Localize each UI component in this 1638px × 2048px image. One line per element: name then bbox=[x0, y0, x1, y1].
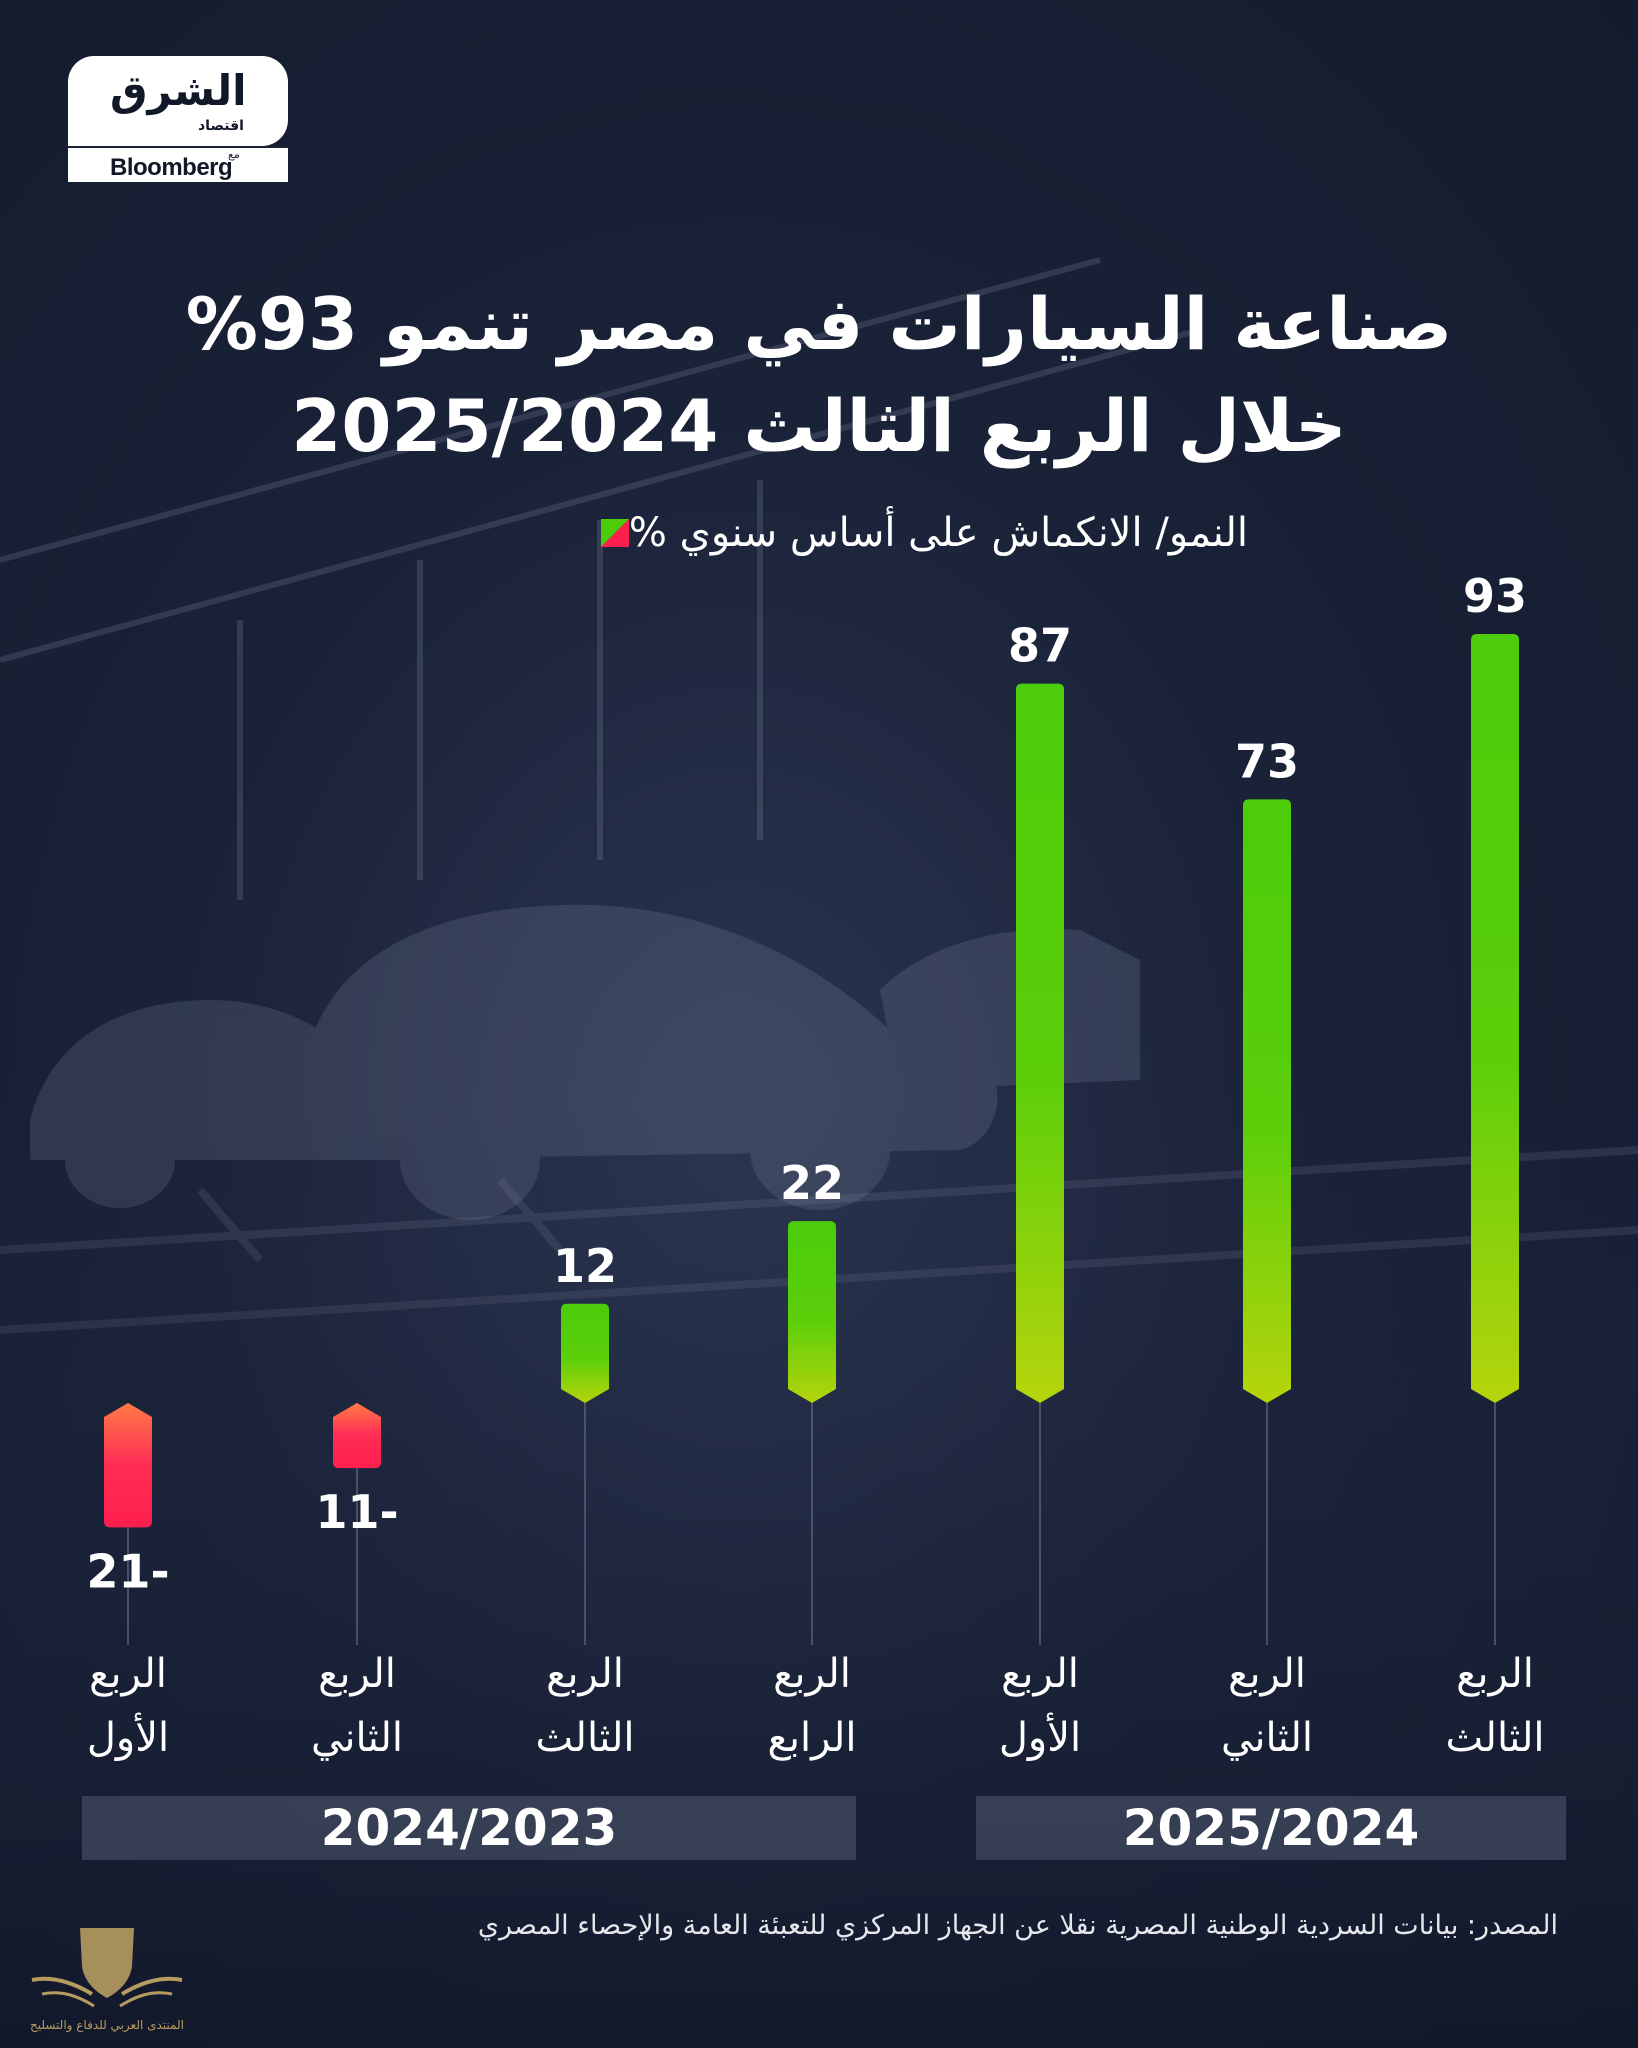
category-label-line2: الأول bbox=[998, 1715, 1082, 1761]
value-label: 22 bbox=[780, 1156, 844, 1210]
legend-label: النمو/ الانكماش على أساس سنوي % bbox=[628, 510, 1248, 556]
legend-swatch-icon bbox=[600, 519, 629, 547]
bar-7 bbox=[1471, 634, 1519, 1403]
year-band-2023-2024: 2024/2023 bbox=[82, 1796, 856, 1860]
bar-1 bbox=[104, 1403, 152, 1528]
category-label: الربع الثالث bbox=[1395, 1642, 1595, 1770]
category-label: الربع الثاني bbox=[1167, 1642, 1367, 1770]
shield-icon bbox=[31, 1928, 183, 2008]
bar-3 bbox=[561, 1303, 609, 1403]
alsharq-bloomberg-logo: الشرق اقتصاد مع Bloomberg bbox=[68, 56, 290, 182]
bar-4 bbox=[788, 1221, 836, 1403]
value-label: 12 bbox=[553, 1239, 617, 1293]
year-band-label: 2025/2024 bbox=[1122, 1799, 1420, 1857]
value-label: 73 bbox=[1235, 734, 1299, 788]
legend: النمو/ الانكماش على أساس سنوي % bbox=[587, 508, 1248, 558]
category-label-line2: الثاني bbox=[1220, 1715, 1314, 1761]
logo-bottom-box bbox=[68, 146, 288, 182]
year-band-2024-2025: 2025/2024 bbox=[976, 1796, 1566, 1860]
category-label: الربع الثاني bbox=[257, 1642, 457, 1770]
value-label: 11- bbox=[315, 1485, 398, 1539]
year-band-label: 2024/2023 bbox=[320, 1799, 618, 1857]
logo-partner-text: Bloomberg bbox=[110, 154, 233, 181]
watermark-logo: المنتدى العربي للدفاع والتسليح bbox=[22, 1920, 192, 2040]
source-note: المصدر: بيانات السردية الوطنية المصرية ن… bbox=[477, 1910, 1558, 1941]
watermark-text: المنتدى العربي للدفاع والتسليح bbox=[30, 2018, 184, 2032]
chart-title-line2: خلال الربع الثالث 2025/2024 bbox=[291, 384, 1347, 468]
category-label-line1: الربع bbox=[773, 1651, 851, 1697]
category-label-line1: الربع bbox=[89, 1651, 167, 1697]
category-label-line2: الرابع bbox=[767, 1715, 857, 1761]
logo-with-text: مع bbox=[228, 148, 240, 161]
category-label-line2: الثالث bbox=[535, 1715, 635, 1761]
category-label-line2: الثالث bbox=[1445, 1715, 1545, 1761]
logo-sub-text: اقتصاد bbox=[198, 118, 244, 134]
category-label-line1: الربع bbox=[318, 1651, 396, 1697]
category-label-line1: الربع bbox=[1228, 1651, 1306, 1697]
category-label: الربع الثالث bbox=[485, 1642, 685, 1770]
category-label: الربع الرابع bbox=[712, 1642, 912, 1770]
bar-6 bbox=[1243, 799, 1291, 1403]
logo-top-box bbox=[68, 56, 288, 146]
value-label: 87 bbox=[1008, 619, 1072, 673]
chart-title-line1: صناعة السيارات في مصر تنمو 93% bbox=[185, 282, 1453, 366]
bar-2 bbox=[333, 1403, 381, 1469]
category-label-line2: الثاني bbox=[310, 1715, 404, 1761]
value-label: 93 bbox=[1463, 569, 1527, 623]
category-label-line1: الربع bbox=[1001, 1651, 1079, 1697]
logo-main-text: الشرق bbox=[110, 66, 247, 115]
category-label-line2: الأول bbox=[86, 1715, 170, 1761]
category-label: الربع الأول bbox=[28, 1642, 228, 1770]
bar-5 bbox=[1016, 683, 1064, 1403]
category-label-line1: الربع bbox=[546, 1651, 624, 1697]
category-label-line1: الربع bbox=[1456, 1651, 1534, 1697]
category-label: الربع الأول bbox=[940, 1642, 1140, 1770]
value-label: 21- bbox=[86, 1544, 169, 1598]
